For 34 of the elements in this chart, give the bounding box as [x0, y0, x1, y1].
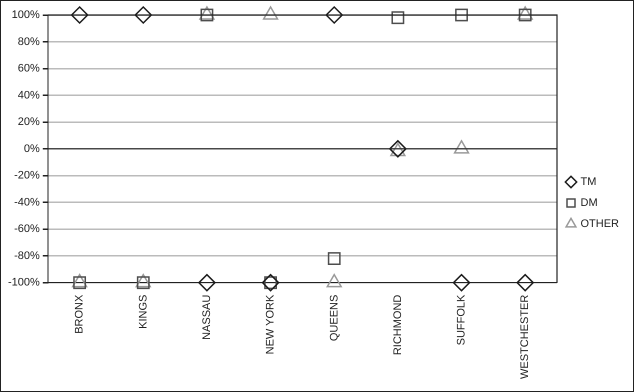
- legend-label: DM: [580, 197, 598, 210]
- y-tick-label: -40%: [14, 196, 40, 208]
- x-tick-label: NASSAU: [200, 294, 213, 340]
- x-tick-label: QUEENS: [328, 294, 340, 342]
- legend-label: OTHER: [580, 218, 620, 230]
- x-tick-label: RICHMOND: [392, 294, 404, 356]
- point: [325, 6, 343, 24]
- y-tick-label: -20%: [14, 170, 40, 182]
- point: [136, 276, 150, 290]
- y-tick-label: 100%: [12, 9, 40, 22]
- x-tick-label: WESTCHESTER: [519, 294, 532, 380]
- point: [391, 11, 404, 24]
- y-tick-label: 20%: [18, 116, 40, 128]
- point: [198, 274, 216, 292]
- point: [70, 6, 88, 24]
- y-tick-label: 0%: [24, 142, 40, 155]
- y-tick-label: -80%: [14, 250, 40, 262]
- legend-label: TM: [580, 176, 596, 188]
- x-tick-label: KINGS: [137, 294, 150, 329]
- point: [134, 6, 152, 24]
- point: [455, 8, 468, 22]
- point: [328, 252, 341, 265]
- y-tick-label: 80%: [18, 36, 40, 48]
- x-tick-label: BRONX: [74, 294, 86, 334]
- y-tick-label: -100%: [8, 276, 40, 289]
- point: [518, 8, 532, 22]
- point: [452, 274, 470, 292]
- point: [73, 276, 86, 290]
- y-tick-label: -60%: [14, 223, 40, 236]
- y-tick-label: 60%: [18, 62, 40, 75]
- x-tick-label: NEW YORK: [264, 294, 277, 354]
- point: [516, 274, 534, 292]
- x-tick-label: SUFFOLK: [456, 294, 468, 346]
- y-tick-label: 40%: [18, 89, 40, 102]
